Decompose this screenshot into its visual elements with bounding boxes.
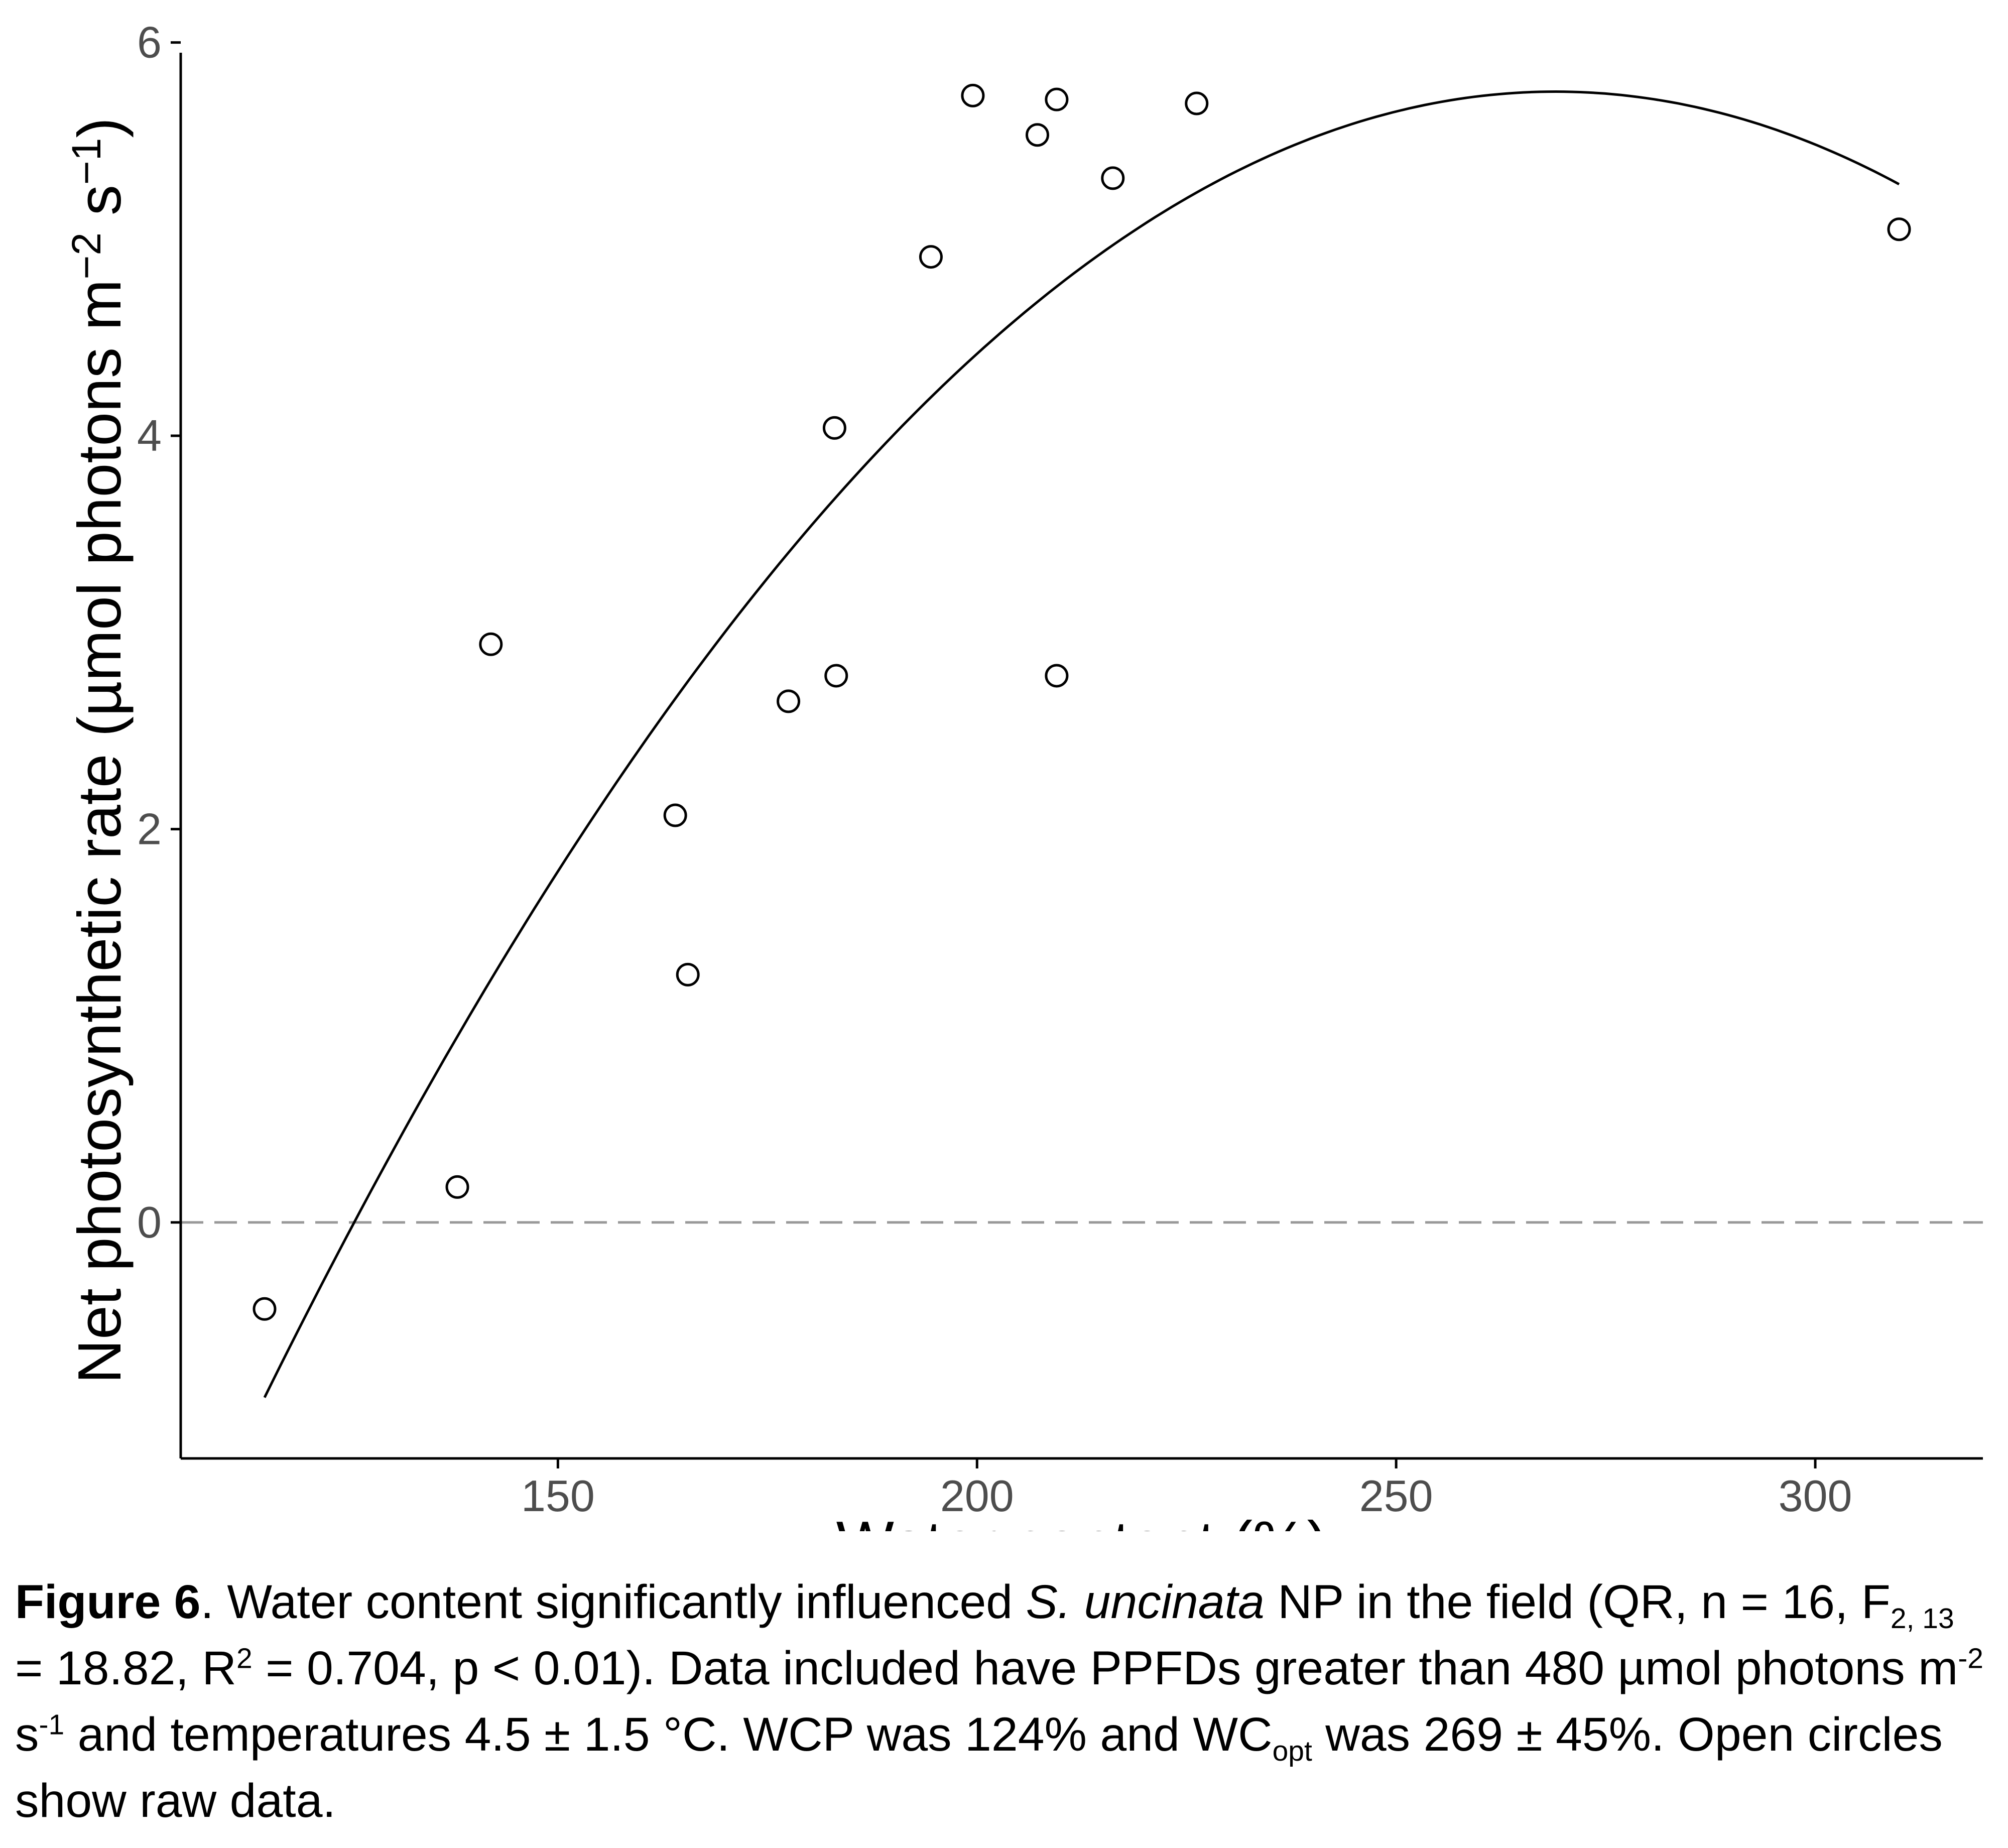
- data-point: [1887, 217, 1911, 241]
- caption-sup-1: 2: [236, 1642, 253, 1675]
- caption-text-1: . Water content significantly influenced: [200, 1575, 1026, 1629]
- x-axis-title: Water content (%): [836, 1509, 1328, 1531]
- data-point: [822, 416, 846, 440]
- quadratic-fit-curve: [263, 90, 1900, 1398]
- caption-text-7: was 269 ± 45%. Open circles show raw dat…: [15, 1708, 1943, 1827]
- caption-sub-1: 2, 13: [1890, 1603, 1954, 1635]
- data-point: [777, 689, 801, 713]
- data-point: [253, 1297, 277, 1321]
- data-point: [445, 1175, 469, 1199]
- data-point: [1185, 91, 1209, 115]
- data-point: [1101, 166, 1125, 190]
- y-ticks: 0 2 4 6: [137, 18, 181, 1247]
- data-point: [479, 632, 503, 656]
- y-tick-label: 4: [137, 411, 162, 460]
- caption-text-2: NP in the field (QR, n = 16, F: [1264, 1575, 1891, 1629]
- data-point: [961, 83, 985, 107]
- x-tick-label: 150: [521, 1471, 595, 1521]
- x-tick-label: 250: [1359, 1471, 1433, 1521]
- y-axis-title-end: ): [65, 117, 134, 138]
- caption-text-5: s: [15, 1708, 39, 1761]
- data-point: [1045, 87, 1069, 111]
- caption-text-4: = 0.704, p < 0.01). Data included have P…: [252, 1642, 1958, 1695]
- y-axis-title-exp2: −1: [64, 138, 109, 185]
- data-point: [1045, 664, 1069, 688]
- figure-caption: Figure 6. Water content significantly in…: [15, 1569, 1993, 1834]
- data-point: [663, 803, 687, 827]
- y-axis-title-mid: s: [65, 185, 134, 232]
- caption-label: Figure 6: [15, 1575, 201, 1629]
- data-point: [824, 664, 848, 688]
- x-ticks: 150 200 250 300: [521, 1458, 1852, 1521]
- y-axis-title: Net photosynthetic rate (µmol photons m−…: [64, 117, 134, 1384]
- caption-text-3: = 18.82, R: [15, 1642, 236, 1695]
- y-axis-title-main: Net photosynthetic rate (µmol photons m: [65, 279, 134, 1384]
- x-tick-label: 200: [940, 1471, 1014, 1521]
- data-point: [919, 245, 943, 269]
- y-tick-label: 2: [137, 804, 162, 853]
- caption-species: S. uncinata: [1026, 1575, 1265, 1629]
- y-tick-label: 0: [137, 1197, 162, 1247]
- y-tick-label: 6: [137, 18, 162, 67]
- caption-text-6: and temperatures 4.5 ± 1.5 °C. WCP was 1…: [64, 1708, 1273, 1761]
- caption-sup-3: -1: [39, 1708, 65, 1741]
- caption-sub-2: opt: [1272, 1735, 1312, 1767]
- data-point: [676, 962, 700, 987]
- data-points: [253, 83, 1911, 1321]
- x-tick-label: 300: [1779, 1471, 1852, 1521]
- y-axis-title-exp1: −2: [64, 232, 109, 280]
- data-point: [1026, 123, 1050, 147]
- scatter-chart: 0 2 4 6 150 200 250 300 Water content (%) Net …: [64, 18, 1983, 1531]
- caption-sup-2: -2: [1958, 1642, 1983, 1675]
